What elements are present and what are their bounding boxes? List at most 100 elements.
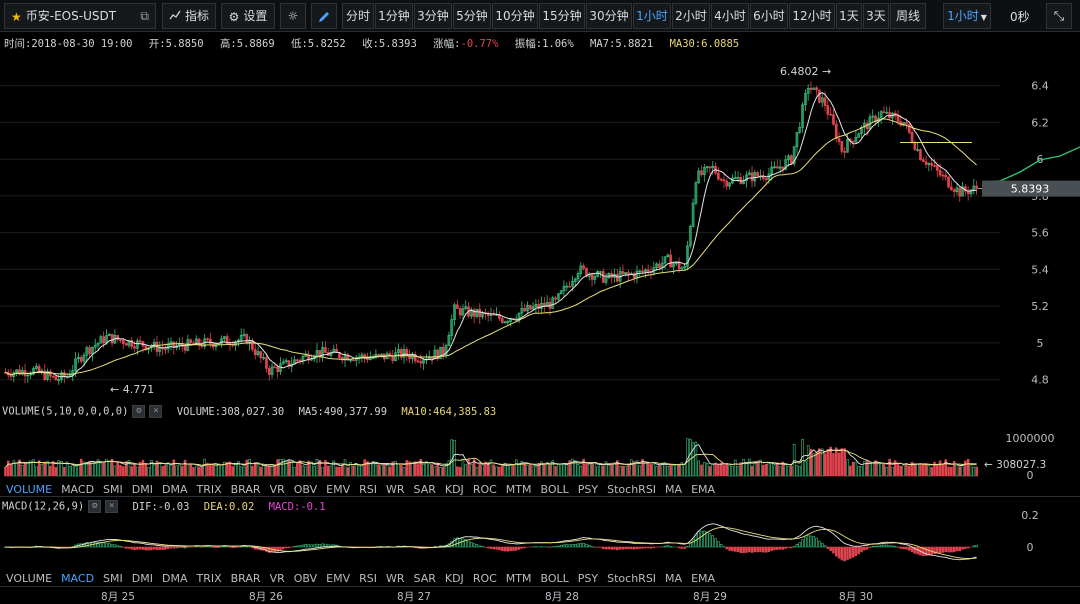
indicator-tab-boll[interactable]: BOLL: [540, 572, 569, 585]
indicator-tab-ema[interactable]: EMA: [691, 572, 716, 585]
interval-3天[interactable]: 3天: [863, 3, 889, 29]
theme-toggle-button[interactable]: ☼: [280, 3, 306, 29]
indicator-tab-stochrsi[interactable]: StochRSI: [607, 483, 657, 496]
candle-body: [287, 360, 291, 367]
indicator-tab-obv[interactable]: OBV: [293, 572, 318, 585]
indicator-tab-trix[interactable]: TRIX: [196, 572, 222, 585]
interval-15分钟[interactable]: 15分钟: [539, 3, 585, 29]
indicator-tab-kdj[interactable]: KDJ: [444, 483, 464, 496]
indicator-tab-sar[interactable]: SAR: [413, 483, 436, 496]
candle-body: [790, 155, 793, 165]
indicator-tab-dmi[interactable]: DMI: [131, 572, 153, 585]
indicator-tab-trix[interactable]: TRIX: [196, 483, 222, 496]
indicator-tab-dma[interactable]: DMA: [161, 572, 188, 585]
draw-tool-button[interactable]: [311, 3, 337, 29]
fullscreen-button[interactable]: ⤡: [1046, 3, 1072, 29]
volume-bar: [834, 447, 838, 477]
candle-body: [206, 338, 209, 341]
external-link-icon[interactable]: ⧉: [140, 9, 149, 23]
indicator-tab-sar[interactable]: SAR: [413, 572, 436, 585]
volume-settings-icon[interactable]: ⚙: [132, 405, 146, 418]
indicator-tab-smi[interactable]: SMI: [103, 483, 123, 496]
indicator-tab-dma[interactable]: DMA: [161, 483, 188, 496]
indicator-tab-mtm[interactable]: MTM: [505, 483, 532, 496]
macd-close-icon[interactable]: ×: [105, 500, 119, 513]
volume-bar: [742, 459, 745, 477]
indicator-tab-macd[interactable]: MACD: [61, 572, 95, 585]
indicator-tab-roc[interactable]: ROC: [472, 572, 497, 585]
macd-histogram-bar: [315, 543, 319, 548]
settings-button[interactable]: ⚙ 设置: [221, 3, 275, 29]
candle-body: [736, 177, 740, 179]
indicator-tab-kdj[interactable]: KDJ: [444, 572, 464, 585]
volume-bar: [150, 460, 153, 477]
interval-4小时[interactable]: 4小时: [711, 3, 749, 29]
interval-5分钟[interactable]: 5分钟: [453, 3, 491, 29]
indicator-tab-brar[interactable]: BRAR: [230, 572, 261, 585]
indicator-tab-volume[interactable]: VOLUME: [6, 483, 53, 496]
interval-30分钟[interactable]: 30分钟: [586, 3, 632, 29]
star-icon[interactable]: ★: [11, 9, 22, 24]
indicator-tab-stochrsi[interactable]: StochRSI: [607, 572, 657, 585]
indicator-tab-wr[interactable]: WR: [385, 572, 405, 585]
macd-histogram-bar: [34, 545, 38, 548]
volume-bar: [596, 466, 599, 477]
volume-bar: [338, 466, 341, 477]
volume-bar: [237, 461, 240, 477]
indicator-tab-vr[interactable]: VR: [269, 483, 285, 496]
interval-周线[interactable]: 周线: [890, 3, 926, 29]
interval-1天[interactable]: 1天: [836, 3, 862, 29]
volume-bar: [304, 466, 308, 477]
indicator-tab-volume[interactable]: VOLUME: [6, 572, 53, 585]
macd-histogram-bar: [955, 546, 959, 552]
indicator-tab-rsi[interactable]: RSI: [359, 483, 377, 496]
indicator-tab-psy[interactable]: PSY: [577, 572, 599, 585]
candle-body: [747, 172, 751, 176]
indicator-tab-boll[interactable]: BOLL: [540, 483, 569, 496]
candle-body: [276, 367, 280, 372]
volume-bar: [180, 465, 184, 477]
indicator-tab-dmi[interactable]: DMI: [131, 483, 153, 496]
interval-3分钟[interactable]: 3分钟: [414, 3, 452, 29]
interval-dropdown[interactable]: 1小时 ▼: [943, 3, 991, 29]
indicator-tab-emv[interactable]: EMV: [326, 483, 351, 496]
indicator-tab-ema[interactable]: EMA: [691, 483, 716, 496]
indicator-tab-psy[interactable]: PSY: [577, 483, 599, 496]
macd-dea: DEA:0.02: [203, 500, 255, 513]
interval-分时[interactable]: 分时: [342, 3, 374, 29]
volume-bar: [20, 465, 24, 477]
symbol-selector[interactable]: ★ 币安-EOS-USDT ⧉: [4, 3, 156, 29]
volume-bar: [425, 461, 428, 477]
macd-histogram-bar: [874, 546, 877, 548]
indicator-tab-roc[interactable]: ROC: [472, 483, 497, 496]
indicator-tab-wr[interactable]: WR: [385, 483, 405, 496]
volume-close-icon[interactable]: ×: [149, 405, 163, 418]
macd-histogram-bar: [877, 545, 880, 548]
indicator-tab-emv[interactable]: EMV: [326, 572, 351, 585]
macd-histogram-bar: [905, 546, 908, 550]
interval-12小时[interactable]: 12小时: [789, 3, 835, 29]
candle-body: [700, 170, 703, 176]
indicator-tab-mtm[interactable]: MTM: [505, 572, 532, 585]
candle-body: [147, 347, 150, 351]
interval-1小时[interactable]: 1小时: [633, 3, 671, 29]
macd-settings-icon[interactable]: ⚙: [88, 500, 102, 513]
macd-histogram-bar: [439, 545, 442, 548]
interval-6小时[interactable]: 6小时: [750, 3, 788, 29]
candle-body: [947, 176, 950, 188]
indicator-tab-macd[interactable]: MACD: [61, 483, 95, 496]
interval-2小时[interactable]: 2小时: [672, 3, 710, 29]
interval-10分钟[interactable]: 10分钟: [492, 3, 538, 29]
indicator-tab-smi[interactable]: SMI: [103, 572, 123, 585]
indicator-tab-obv[interactable]: OBV: [293, 483, 318, 496]
indicators-button[interactable]: 指标: [162, 3, 216, 29]
indicator-tab-brar[interactable]: BRAR: [230, 483, 261, 496]
candle-body: [775, 166, 779, 169]
macd-histogram-bar: [950, 546, 953, 553]
indicator-tab-ma[interactable]: MA: [665, 483, 683, 496]
indicator-tab-rsi[interactable]: RSI: [359, 572, 377, 585]
interval-1分钟[interactable]: 1分钟: [375, 3, 413, 29]
indicator-tab-ma[interactable]: MA: [665, 572, 683, 585]
indicator-tab-vr[interactable]: VR: [269, 572, 285, 585]
